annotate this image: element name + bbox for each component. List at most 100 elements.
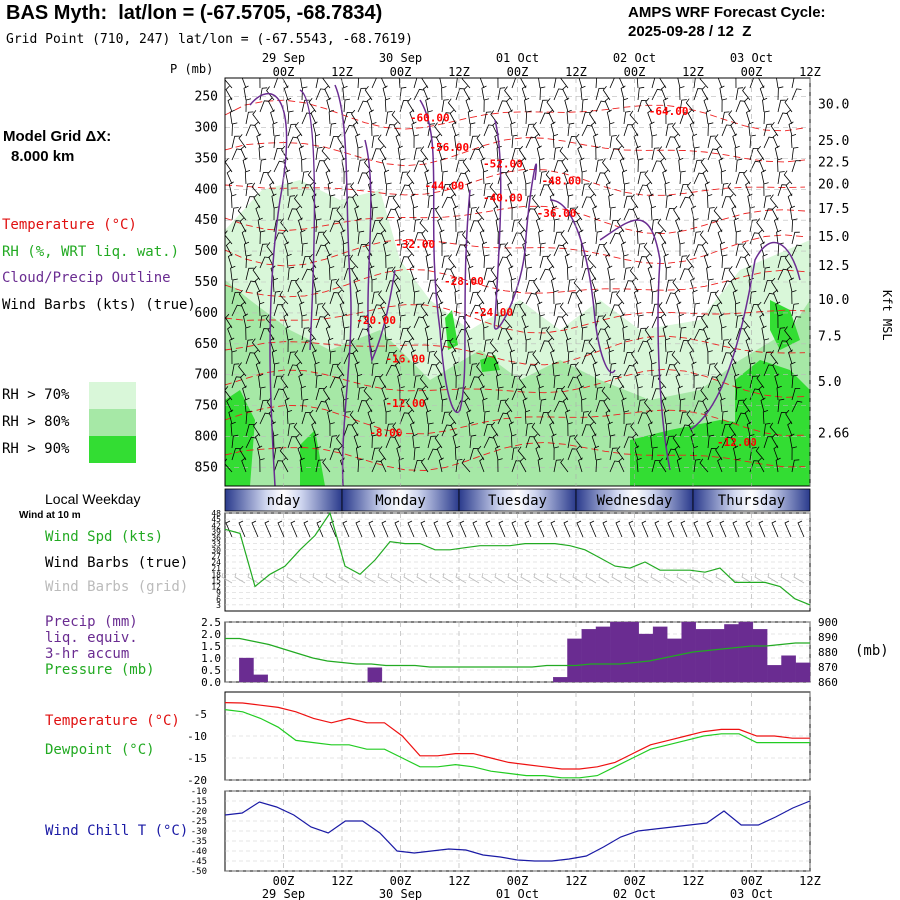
weekday-label: Wednesday (597, 493, 673, 509)
wind-barb (651, 218, 659, 233)
wind-barb (255, 205, 261, 221)
wind-barb (763, 292, 775, 305)
wind-barb (483, 183, 491, 197)
wind-barb (413, 134, 420, 149)
wind-barb (273, 447, 281, 461)
wind-barb (497, 458, 503, 473)
wind-barb (559, 302, 569, 317)
wind-barb (435, 205, 443, 221)
wind-barb (575, 133, 583, 149)
legend-wind-barbs: Wind Barbs (kts) (true) (2, 297, 196, 313)
wind-barb (693, 231, 702, 245)
wind-barb (519, 301, 527, 317)
wind-barb (295, 277, 303, 293)
wind-barb (646, 337, 653, 353)
grid-wind-barb (767, 572, 779, 584)
wind-barb (315, 400, 327, 413)
wind-barb (791, 316, 802, 329)
wind-barb (791, 218, 798, 233)
wind-barb (491, 193, 499, 209)
precip-bar (553, 677, 568, 683)
wind-barb (329, 207, 338, 221)
wind-barb (461, 230, 471, 245)
wind-barb (398, 78, 401, 89)
wind-barb (623, 182, 630, 197)
wind-barb (282, 78, 289, 89)
wind-barb (469, 363, 478, 377)
wind-barb (383, 397, 389, 413)
wind-barb (567, 350, 574, 365)
wind-barb (609, 122, 615, 137)
wind-barb (735, 243, 744, 257)
wind-barb (454, 289, 460, 305)
wind-barb (693, 387, 702, 401)
wind-barb (441, 326, 449, 341)
wind-barb (735, 458, 741, 473)
wind-barb (343, 268, 353, 281)
vertical-section-area: -60.00-56.00-52.00-48.00-44.00-40.00-36.… (225, 78, 810, 486)
wind-barb (731, 205, 737, 221)
isotherm-label: -12.00 (717, 436, 757, 449)
wind-barb (714, 289, 723, 305)
wind-barb (721, 352, 732, 365)
wind-barb (594, 374, 601, 389)
wind-barb (579, 157, 585, 173)
wind-barb (728, 266, 737, 281)
wind-barb (538, 229, 544, 245)
wind-barb (677, 78, 681, 89)
wind-barb (788, 349, 794, 365)
wind-barb (365, 397, 373, 413)
wind-barb (756, 145, 765, 161)
wind-barb (651, 147, 660, 161)
wind-barb (553, 244, 564, 257)
wind-barb (413, 388, 424, 401)
wind-barb (483, 111, 492, 125)
wind-barb (735, 87, 744, 101)
wind-barb (535, 217, 541, 233)
wind-barb (245, 424, 255, 437)
surface-wind-barb (511, 520, 519, 538)
wind-barb (693, 244, 704, 257)
wind-barb (357, 230, 365, 245)
wind-barb (665, 435, 674, 449)
wind-barb (490, 266, 499, 281)
wind-barb (315, 459, 324, 473)
kft-tick-label: 5.0 (818, 375, 841, 390)
wind-barb (787, 193, 793, 209)
surface-wind-barb (550, 520, 558, 538)
wind-barb (761, 325, 767, 341)
wind-barb (315, 446, 322, 461)
wind-barb (632, 433, 639, 449)
wind-barb (651, 460, 661, 473)
forecast-cycle-value: 2025-09-28 / 12 Z (628, 23, 752, 40)
isotherm-label: -64.00 (649, 105, 689, 118)
wind-barb (467, 109, 473, 125)
wind-barb (777, 184, 787, 197)
wind-barb (297, 289, 303, 305)
wind-barb (285, 325, 291, 341)
wind-barb (437, 217, 443, 233)
wind-barb (413, 375, 421, 389)
wind-barb (364, 86, 373, 101)
wind-barb (553, 388, 563, 401)
legend-rh70-label: RH > 70% (2, 387, 70, 403)
wind-barb (441, 255, 450, 269)
wind-barb (393, 121, 401, 137)
wind-barb (287, 182, 293, 197)
wind-barb (481, 85, 487, 101)
wind-barb (338, 373, 345, 389)
wind-barb (658, 146, 667, 161)
wind-barb (476, 134, 485, 149)
wind-barb (323, 157, 331, 173)
wind-barb (377, 134, 387, 149)
wind-barb (270, 109, 276, 125)
wind-barb (637, 340, 649, 353)
precip-bar (709, 629, 725, 683)
wind-barb (241, 229, 247, 245)
wind-barb (679, 242, 685, 256)
wind-barb (329, 448, 340, 461)
wind-barb (648, 349, 654, 365)
wind-barb (581, 196, 592, 209)
wind-barb (623, 338, 631, 353)
wind-barb (581, 339, 590, 353)
